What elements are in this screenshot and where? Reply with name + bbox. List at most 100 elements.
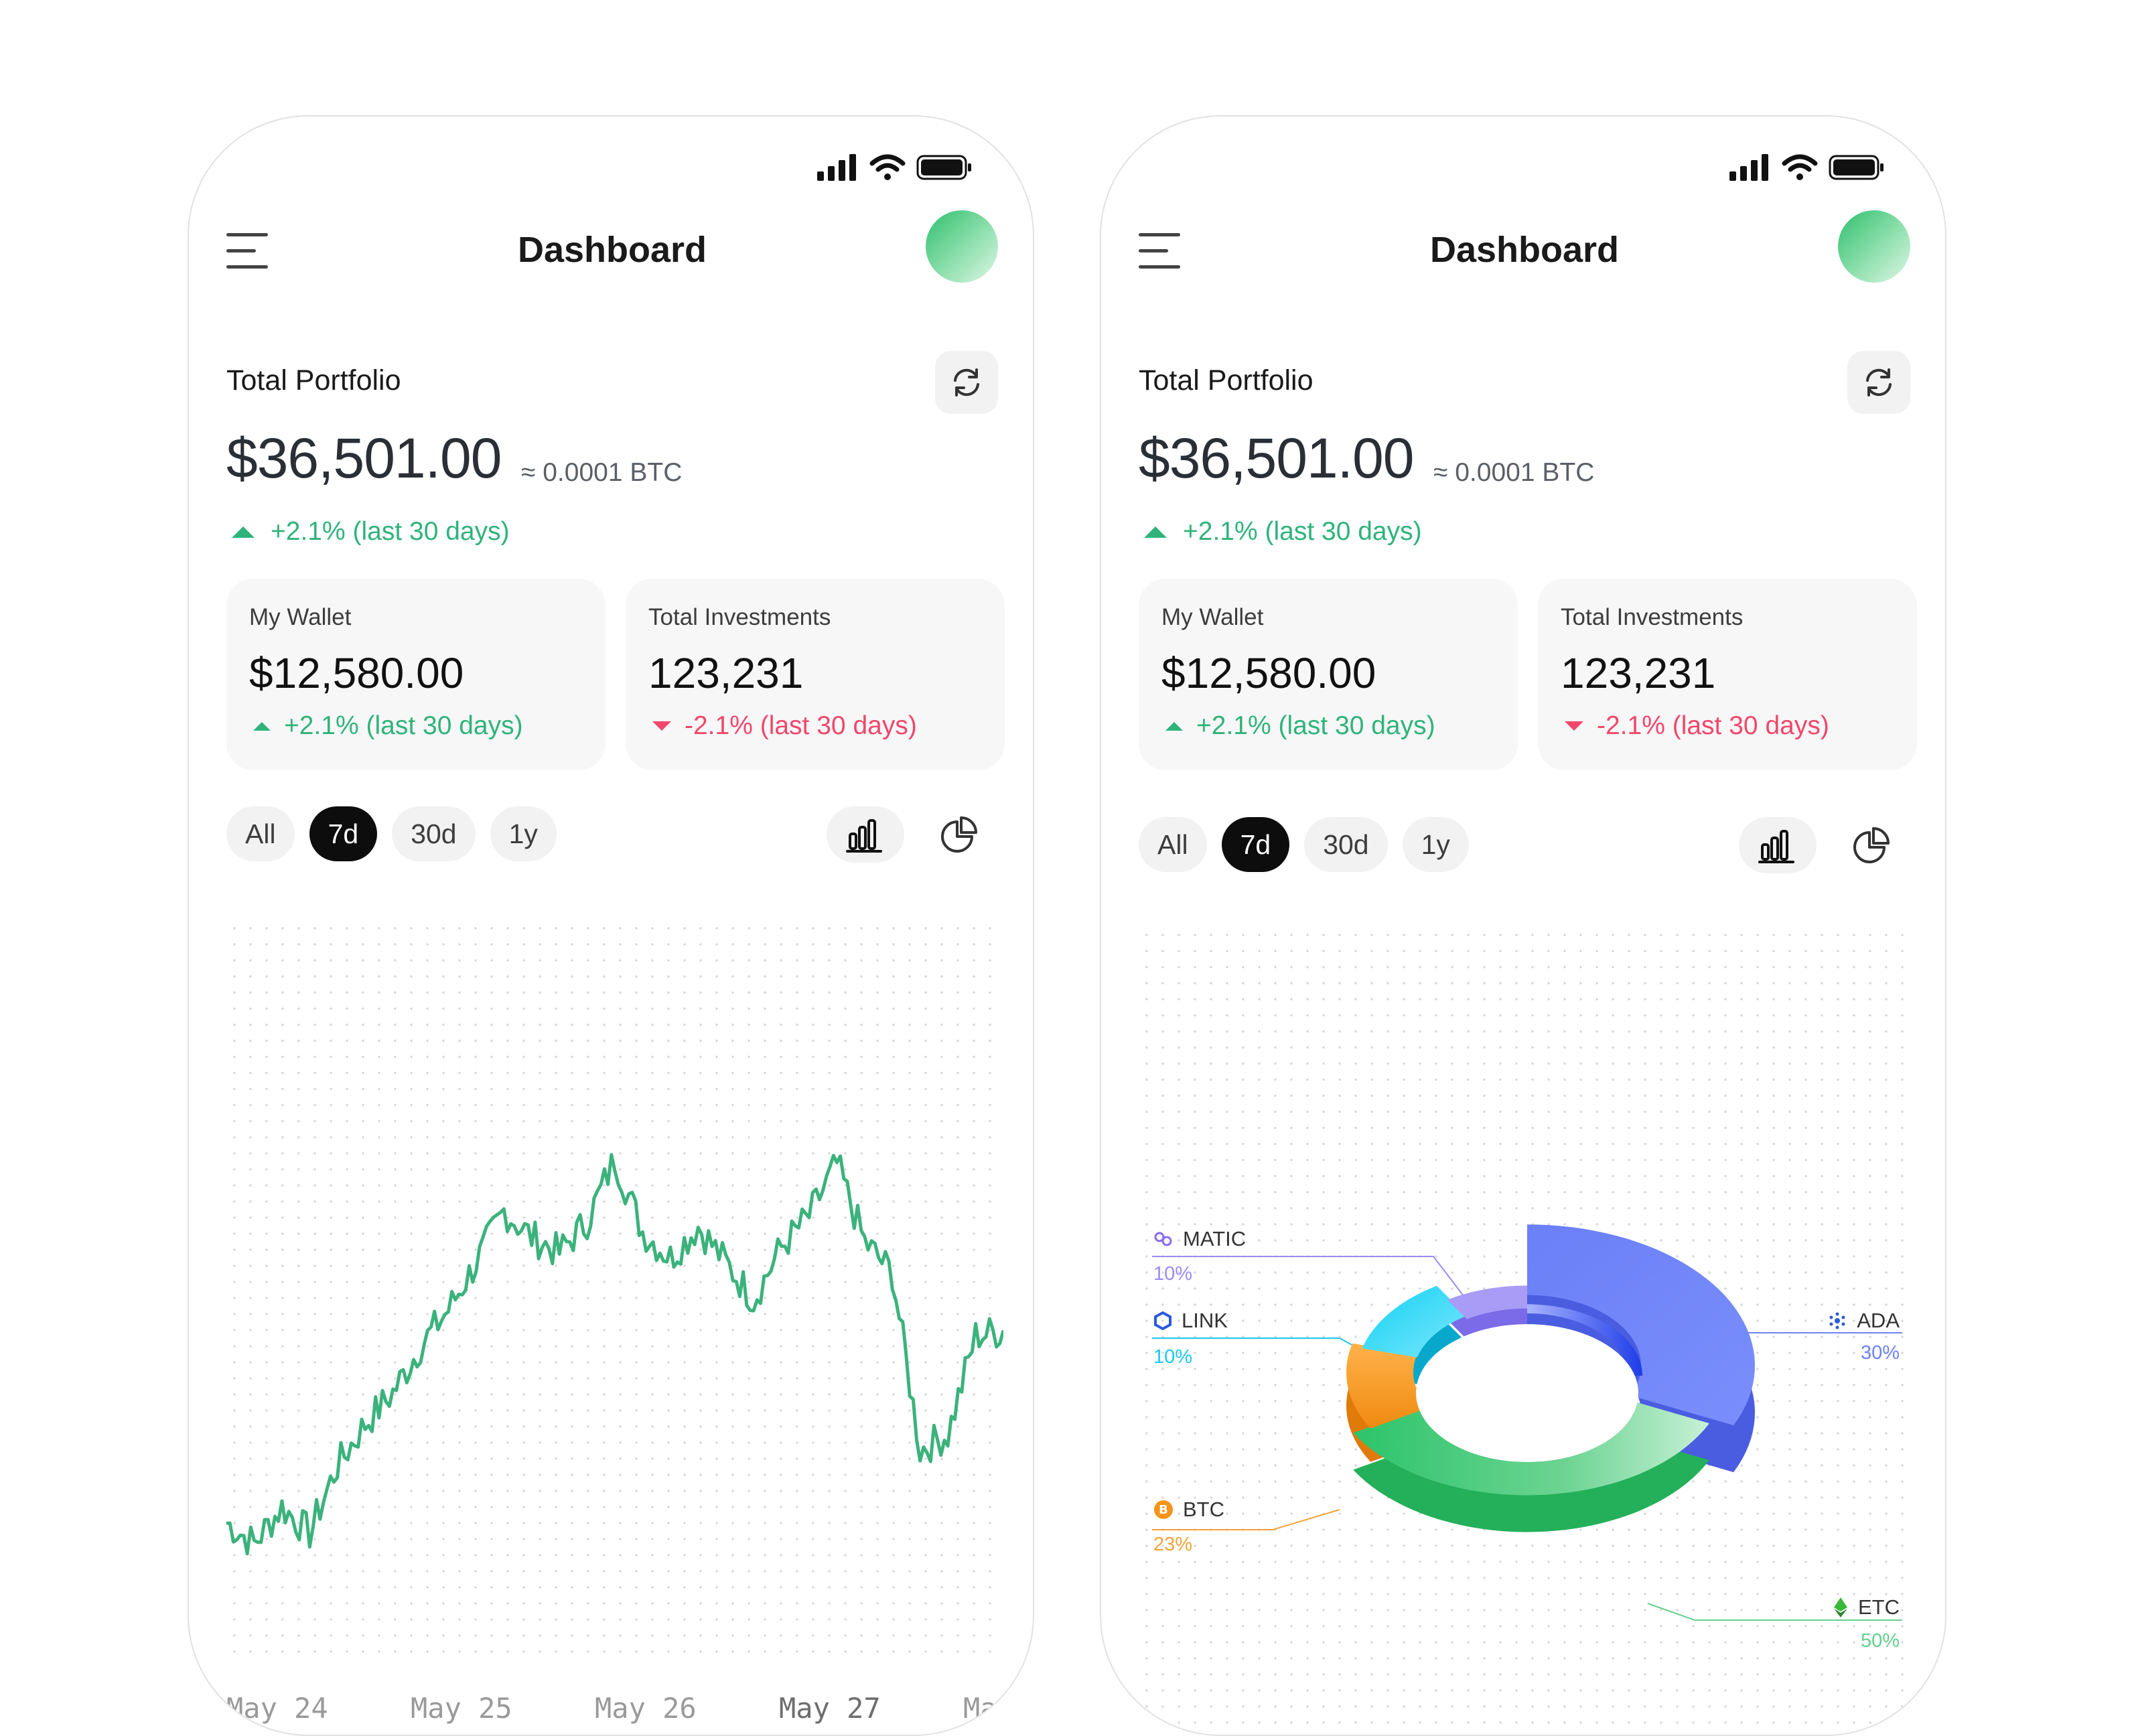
phone-screen-donut-chart: Dashboard Total Portfolio $36,501.00 ≈ 0… (1100, 115, 1946, 1736)
range-tab-all[interactable]: All (1139, 817, 1207, 872)
card-change: +2.1% (last 30 days) (253, 711, 523, 741)
arrow-down-icon (1565, 721, 1583, 731)
refresh-icon (954, 368, 979, 396)
donut-segments (1346, 1224, 1755, 1532)
refresh-button[interactable] (1847, 351, 1910, 414)
arrow-up-icon (232, 526, 255, 538)
leader-line-etc (1647, 1603, 1902, 1621)
portfolio-change: +2.1% (last 30 days) (1144, 517, 1422, 547)
refresh-button[interactable] (935, 351, 998, 414)
card-label: Total Investments (648, 604, 831, 630)
my-wallet-card[interactable]: My Wallet $12,580.00 +2.1% (last 30 days… (1139, 579, 1518, 770)
chart-view-toggle (1739, 817, 1910, 873)
x-tick-label: May 25 (411, 1692, 512, 1725)
status-bar (1729, 151, 1885, 184)
legend-label-ada: ADA (1827, 1309, 1900, 1333)
card-label: My Wallet (249, 604, 352, 630)
total-investments-card[interactable]: Total Investments 123,231 -2.1% (last 30… (626, 579, 1005, 770)
bar-chart-view-button[interactable] (827, 806, 904, 863)
svg-text:B: B (1159, 1503, 1168, 1517)
menu-icon (1139, 233, 1180, 236)
card-value: 123,231 (648, 649, 804, 697)
menu-icon (226, 233, 268, 236)
pie-chart-icon (1853, 827, 1890, 863)
legend-percent-matic: 10% (1153, 1263, 1193, 1285)
card-label: Total Investments (1561, 604, 1744, 630)
portfolio-amount: $36,501.00 (1139, 427, 1414, 490)
donut-segment-ada[interactable] (1527, 1224, 1755, 1426)
page-title: Dashboard (1429, 230, 1620, 270)
leader-line-matic (1152, 1256, 1469, 1303)
legend-label-etc: ETC (1833, 1595, 1900, 1619)
price-line-chart (226, 1153, 1005, 1556)
line-chart-area (226, 920, 1005, 1662)
time-range-tabs: All 7d 30d 1y (226, 806, 557, 861)
range-tab-30d[interactable]: 30d (392, 806, 476, 861)
portfolio-btc-equivalent: ≈ 0.0001 BTC (1433, 458, 1595, 487)
leader-line-btc (1152, 1509, 1340, 1530)
avatar[interactable] (926, 210, 998, 283)
battery-icon (1829, 155, 1884, 180)
chart-view-toggle (827, 806, 998, 863)
arrow-up-icon (253, 721, 271, 731)
arrow-up-icon (1165, 721, 1183, 731)
portfolio-change: +2.1% (last 30 days) (232, 517, 510, 547)
price-series-line (226, 1153, 1005, 1556)
total-investments-card[interactable]: Total Investments 123,231 -2.1% (last 30… (1538, 579, 1917, 770)
range-tab-30d[interactable]: 30d (1304, 817, 1388, 872)
card-change: -2.1% (last 30 days) (652, 711, 917, 741)
ethereum-classic-icon (1834, 1597, 1847, 1617)
donut-hole (1416, 1324, 1638, 1462)
legend-label-btc: B BTC (1153, 1498, 1224, 1522)
matic-icon (1154, 1232, 1172, 1246)
donut-segment-matic[interactable] (1447, 1285, 1527, 1319)
card-value: $12,580.00 (249, 649, 464, 697)
pie-chart-view-button[interactable] (1833, 817, 1910, 873)
portfolio-amount: $36,501.00 (226, 427, 502, 490)
x-tick-label: May 26 (595, 1692, 697, 1725)
legend-percent-link: 10% (1153, 1346, 1193, 1368)
portfolio-btc-equivalent: ≈ 0.0001 BTC (521, 458, 683, 487)
arrow-up-icon (1144, 526, 1167, 538)
total-portfolio-label: Total Portfolio (226, 364, 401, 396)
legend-percent-ada: 30% (1860, 1342, 1900, 1364)
donut-chart-area: MATIC 10% LINK 10% B BTC 23% ADA (1139, 927, 1916, 1735)
my-wallet-card[interactable]: My Wallet $12,580.00 +2.1% (last 30 days… (226, 579, 606, 770)
legend-percent-etc: 50% (1860, 1630, 1900, 1652)
card-label: My Wallet (1161, 604, 1264, 630)
card-value: $12,580.00 (1161, 649, 1376, 697)
range-tab-7d[interactable]: 7d (1221, 817, 1290, 872)
x-tick-label: May 24 (226, 1692, 328, 1725)
card-change: +2.1% (last 30 days) (1165, 711, 1435, 741)
x-tick-label: May 27 (779, 1692, 881, 1725)
signal-icon (1729, 154, 1768, 181)
time-range-tabs: All 7d 30d 1y (1139, 817, 1469, 872)
refresh-icon (1866, 368, 1892, 396)
avatar[interactable] (1838, 210, 1910, 283)
menu-button[interactable] (1139, 233, 1186, 271)
bar-chart-view-button[interactable] (1739, 817, 1817, 873)
legend-label-matic: MATIC (1153, 1227, 1246, 1251)
range-tab-7d[interactable]: 7d (309, 806, 378, 861)
legend-percent-btc: 23% (1153, 1534, 1193, 1555)
chart-x-axis: May 24 May 25 May 26 May 27 Ma (226, 1692, 1003, 1732)
page-title: Dashboard (517, 230, 707, 270)
cardano-icon (1829, 1312, 1845, 1329)
range-tab-1y[interactable]: 1y (1402, 817, 1469, 872)
card-value: 123,231 (1561, 649, 1716, 697)
arrow-down-icon (652, 721, 671, 731)
range-tab-1y[interactable]: 1y (490, 806, 557, 861)
pie-chart-icon (941, 816, 977, 853)
phone-screen-line-chart: Dashboard Total Portfolio $36,501.00 ≈ 0… (188, 115, 1034, 1736)
range-tab-all[interactable]: All (226, 806, 295, 861)
donut-segment-link[interactable] (1362, 1285, 1467, 1358)
link-icon (1154, 1311, 1172, 1331)
bar-chart-icon (846, 819, 882, 853)
pie-chart-view-button[interactable] (920, 806, 998, 863)
wifi-icon (869, 154, 906, 180)
donut-segment-btc[interactable] (1346, 1343, 1429, 1429)
menu-button[interactable] (226, 233, 273, 271)
allocation-donut-chart (1152, 1224, 1902, 1621)
battery-icon (916, 155, 971, 180)
bitcoin-icon: B (1154, 1500, 1173, 1519)
